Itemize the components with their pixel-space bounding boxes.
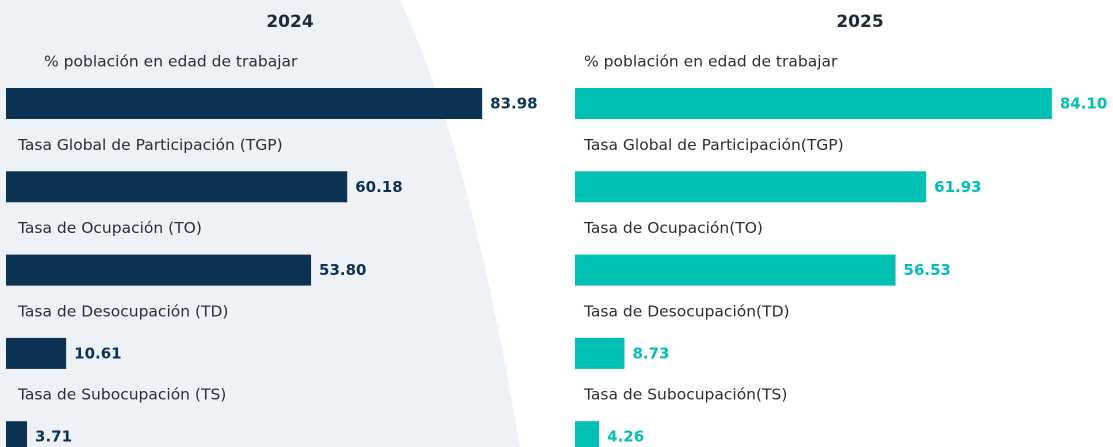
bar xyxy=(6,254,312,286)
category-label: Tasa Global de Participación(TGP) xyxy=(583,136,844,154)
bar xyxy=(6,337,67,369)
category-label: Tasa de Ocupación (TO) xyxy=(17,219,202,237)
value-label: 84.10 xyxy=(1060,95,1107,113)
value-label: 53.80 xyxy=(319,261,366,279)
category-label: % población en edad de trabajar xyxy=(44,53,298,71)
value-label: 56.53 xyxy=(904,261,951,279)
bar xyxy=(6,88,483,119)
bar xyxy=(575,421,600,447)
value-label: 60.18 xyxy=(355,178,402,196)
category-label: Tasa de Subocupación (TS) xyxy=(17,386,226,404)
category-label: Tasa de Desocupación(TD) xyxy=(583,302,790,320)
value-label: 4.26 xyxy=(607,428,644,446)
value-label: 8.73 xyxy=(632,344,669,362)
bar xyxy=(6,421,28,447)
value-label: 83.98 xyxy=(490,95,537,113)
bar xyxy=(575,254,896,286)
value-label: 3.71 xyxy=(35,428,72,446)
chart-title: 2025 xyxy=(836,12,883,32)
bar xyxy=(575,171,927,203)
chart-title: 2024 xyxy=(266,12,313,32)
bar xyxy=(575,337,625,369)
bar xyxy=(575,88,1052,119)
value-label: 61.93 xyxy=(934,178,981,196)
category-label: Tasa de Desocupación (TD) xyxy=(17,302,228,320)
bar xyxy=(6,171,348,203)
category-label: Tasa de Subocupación(TS) xyxy=(583,386,787,404)
category-label: Tasa de Ocupación(TO) xyxy=(583,219,763,237)
category-label: % población en edad de trabajar xyxy=(584,53,838,71)
category-label: Tasa Global de Participación (TGP) xyxy=(17,136,283,154)
value-label: 10.61 xyxy=(74,344,121,362)
